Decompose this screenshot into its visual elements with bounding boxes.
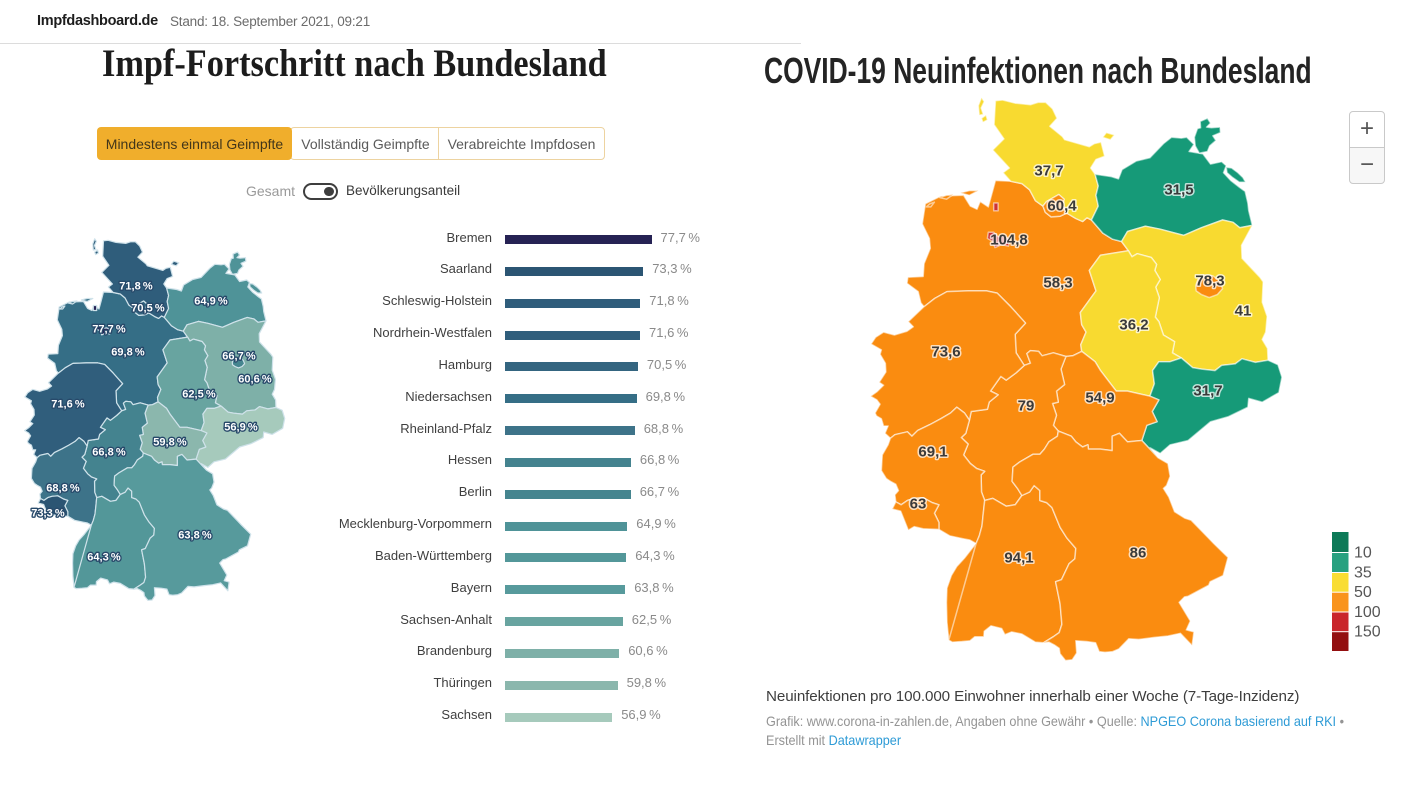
svg-text:35: 35 bbox=[1354, 565, 1372, 582]
svg-text:150: 150 bbox=[1354, 624, 1381, 641]
svg-text:104,8: 104,8 bbox=[990, 232, 1028, 249]
svg-text:64,3 %: 64,3 % bbox=[87, 552, 121, 564]
svg-text:68,8 %: 68,8 % bbox=[46, 483, 80, 495]
svg-text:63: 63 bbox=[910, 496, 927, 513]
svg-text:66,8 %: 66,8 % bbox=[92, 447, 126, 459]
svg-text:60,6 %: 60,6 % bbox=[238, 374, 272, 386]
svg-text:94,1: 94,1 bbox=[1004, 550, 1033, 567]
svg-text:66,7 %: 66,7 % bbox=[222, 351, 256, 363]
svg-text:31,7: 31,7 bbox=[1193, 383, 1222, 400]
svg-text:71,6 %: 71,6 % bbox=[51, 399, 85, 411]
svg-text:73,3 %: 73,3 % bbox=[31, 508, 65, 520]
svg-text:78,3: 78,3 bbox=[1195, 273, 1224, 290]
svg-text:63,8 %: 63,8 % bbox=[178, 530, 212, 542]
svg-text:69,8 %: 69,8 % bbox=[111, 347, 145, 359]
svg-text:64,9 %: 64,9 % bbox=[194, 296, 228, 308]
svg-text:86: 86 bbox=[1130, 545, 1147, 562]
svg-text:31,5: 31,5 bbox=[1164, 182, 1193, 199]
svg-text:41: 41 bbox=[1235, 303, 1252, 320]
svg-text:60,4: 60,4 bbox=[1047, 198, 1077, 215]
svg-text:59,8 %: 59,8 % bbox=[153, 437, 187, 449]
svg-text:56,9 %: 56,9 % bbox=[224, 422, 258, 434]
svg-text:62,5 %: 62,5 % bbox=[182, 389, 216, 401]
svg-text:10: 10 bbox=[1354, 545, 1372, 562]
svg-text:58,3: 58,3 bbox=[1043, 275, 1072, 292]
svg-text:37,7: 37,7 bbox=[1034, 163, 1063, 180]
svg-text:50: 50 bbox=[1354, 584, 1372, 601]
svg-text:54,9: 54,9 bbox=[1085, 390, 1114, 407]
svg-text:79: 79 bbox=[1018, 398, 1035, 415]
svg-text:73,6: 73,6 bbox=[931, 344, 960, 361]
svg-text:69,1: 69,1 bbox=[918, 444, 947, 461]
svg-text:71,8 %: 71,8 % bbox=[119, 281, 153, 293]
svg-text:77,7 %: 77,7 % bbox=[92, 324, 126, 336]
svg-text:100: 100 bbox=[1354, 604, 1381, 621]
svg-text:70,5 %: 70,5 % bbox=[131, 303, 165, 315]
svg-text:36,2: 36,2 bbox=[1119, 317, 1148, 334]
